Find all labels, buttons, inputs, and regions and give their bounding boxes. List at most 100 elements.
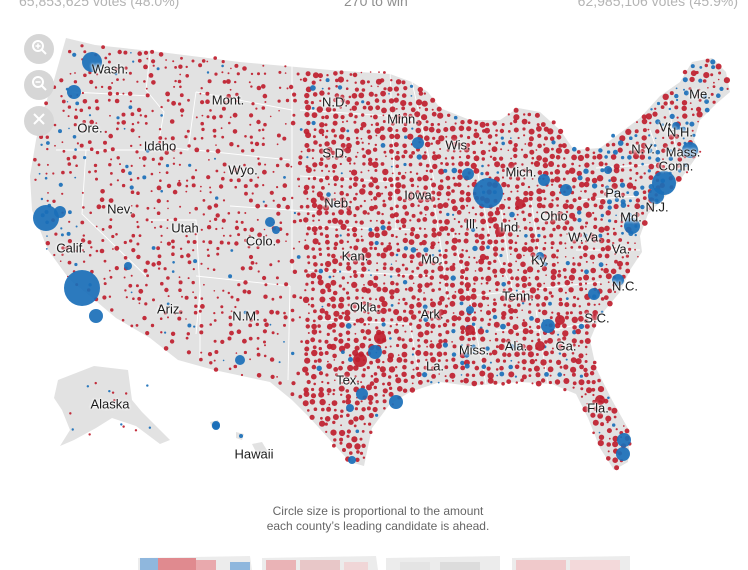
- county-circle: [493, 380, 498, 385]
- zoom-in-button[interactable]: [24, 34, 54, 64]
- county-circle: [416, 154, 422, 160]
- county-circle: [423, 350, 429, 357]
- county-circle: [382, 99, 386, 104]
- county-circle: [250, 141, 254, 145]
- county-circle: [516, 303, 521, 307]
- county-circle: [270, 374, 275, 379]
- county-circle: [360, 381, 363, 384]
- county-circle: [683, 163, 688, 168]
- county-circle: [108, 198, 114, 204]
- county-circle: [604, 162, 608, 166]
- county-circle: [164, 150, 169, 155]
- county-circle: [598, 204, 604, 210]
- state-label-il: Ill.: [465, 216, 479, 232]
- county-circle: [690, 108, 694, 111]
- county-circle: [355, 136, 359, 140]
- county-circle: [242, 66, 247, 71]
- state-border-6: [195, 91, 293, 111]
- county-circle: [605, 415, 612, 422]
- county-circle: [298, 316, 301, 319]
- metro-circle-0: [82, 52, 102, 72]
- county-circle: [61, 141, 64, 144]
- county-circle: [480, 336, 486, 342]
- county-circle: [430, 366, 436, 371]
- county-circle: [578, 379, 585, 386]
- county-circle: [409, 303, 415, 309]
- county-circle: [348, 419, 354, 425]
- county-circle: [390, 233, 394, 238]
- county-circle: [580, 395, 584, 398]
- county-circle: [359, 254, 366, 261]
- county-circle: [130, 291, 133, 294]
- county-circle: [311, 148, 315, 152]
- county-circle: [681, 100, 688, 106]
- county-circle: [335, 85, 338, 88]
- county-circle: [617, 260, 623, 267]
- county-circles: [33, 44, 731, 471]
- county-circle: [576, 205, 582, 212]
- county-circle: [472, 219, 477, 223]
- county-circle: [222, 289, 225, 292]
- county-circle: [367, 135, 373, 140]
- state-label-co: Colo.: [245, 233, 277, 249]
- county-circle: [451, 357, 456, 362]
- county-circle: [313, 128, 317, 132]
- county-circle: [123, 255, 128, 260]
- us-county-map[interactable]: Wash. Ore. Calif. Nev. Idaho Mont. Wyo. Utah Col…: [0, 0, 748, 500]
- county-circle: [572, 343, 576, 347]
- county-circle: [460, 225, 463, 228]
- county-circle: [417, 338, 420, 342]
- county-circle: [471, 288, 477, 293]
- county-circle: [220, 305, 224, 309]
- county-circle: [123, 50, 128, 55]
- county-circle: [508, 239, 514, 245]
- county-circle: [572, 217, 577, 222]
- county-circle: [324, 175, 330, 181]
- county-circle: [129, 185, 134, 190]
- county-circle: [359, 437, 363, 441]
- county-circle: [383, 71, 386, 74]
- county-circle: [143, 268, 148, 273]
- county-circle: [446, 185, 451, 190]
- county-circle: [257, 176, 260, 179]
- county-circle: [499, 253, 503, 258]
- county-circle: [346, 413, 350, 418]
- county-circle: [345, 394, 352, 400]
- county-circle: [220, 339, 225, 344]
- county-circle: [192, 291, 195, 294]
- alaska-circle: [86, 385, 90, 388]
- county-circle: [412, 282, 415, 285]
- county-circle: [500, 239, 505, 243]
- county-circle: [72, 52, 77, 57]
- county-circle: [243, 310, 248, 315]
- county-circle: [600, 168, 605, 173]
- county-circle: [607, 300, 613, 307]
- county-circle: [349, 451, 353, 455]
- metro-circle-8: [462, 168, 474, 180]
- county-circle: [583, 202, 590, 209]
- zoom-out-button[interactable]: [24, 70, 54, 100]
- county-circle: [333, 337, 338, 342]
- county-circle: [421, 114, 428, 121]
- county-circle: [509, 122, 513, 125]
- reset-map-button[interactable]: [24, 106, 54, 136]
- county-circle: [146, 274, 150, 278]
- county-circle: [439, 148, 442, 150]
- county-circle: [317, 274, 323, 280]
- county-circle: [577, 232, 583, 238]
- county-circle: [528, 329, 534, 335]
- county-circle: [463, 377, 469, 384]
- county-circle: [354, 375, 357, 378]
- county-circle: [73, 123, 77, 127]
- county-circle: [96, 204, 102, 210]
- county-circle: [536, 269, 540, 273]
- county-circle: [351, 169, 358, 176]
- county-circle: [585, 353, 588, 356]
- county-circle: [361, 266, 367, 272]
- county-circle: [243, 163, 246, 167]
- county-circle: [187, 323, 192, 328]
- county-circle: [318, 219, 320, 222]
- county-circle: [551, 120, 556, 125]
- county-circle: [486, 366, 491, 371]
- county-circle: [608, 219, 612, 223]
